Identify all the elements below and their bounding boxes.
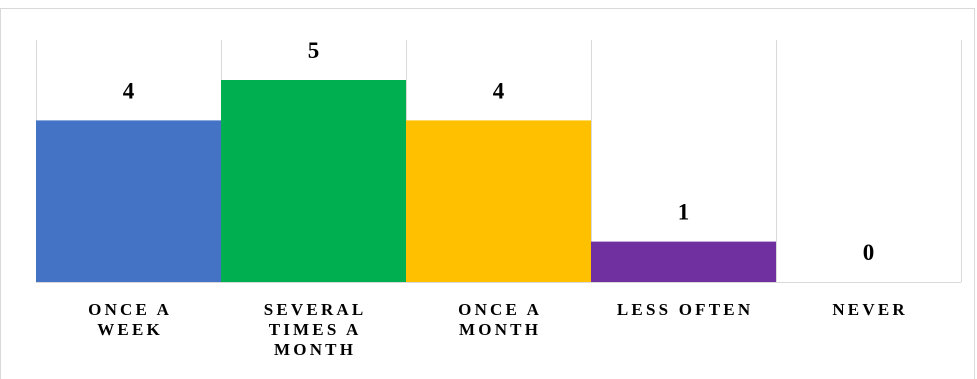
- category-label-once-a-week: ONCE A WEEK: [88, 300, 172, 339]
- value-label-once-a-month: 4: [493, 78, 505, 103]
- category-label-line: ONCE A: [88, 300, 172, 319]
- category-label-line: SEVERAL: [264, 300, 367, 319]
- value-labels: 4 5 4 1 0: [123, 38, 875, 265]
- value-label-several-times-a-month: 5: [308, 38, 320, 63]
- category-label-line: LESS OFTEN: [617, 300, 753, 319]
- chart-frame: [0, 8, 975, 379]
- category-label-line: ONCE A: [458, 300, 542, 319]
- value-label-never: 0: [863, 240, 875, 265]
- category-label-line: MONTH: [274, 340, 356, 359]
- category-label-once-a-month: ONCE A MONTH: [458, 300, 542, 339]
- value-label-once-a-week: 4: [123, 78, 135, 103]
- bar-several-times-a-month: [221, 80, 406, 282]
- category-label-line: MONTH: [459, 320, 541, 339]
- category-label-line: WEEK: [97, 320, 163, 339]
- category-label-line: TIMES A: [269, 320, 362, 339]
- bar-less-often: [591, 241, 776, 282]
- category-label-several-times-a-month: SEVERAL TIMES A MONTH: [264, 300, 367, 359]
- category-label-less-often: LESS OFTEN: [617, 300, 753, 319]
- bar-once-a-month: [406, 120, 591, 283]
- bars: [36, 80, 776, 283]
- category-label-never: NEVER: [832, 300, 908, 319]
- bar-once-a-week: [36, 120, 221, 283]
- value-label-less-often: 1: [678, 200, 690, 225]
- category-label-line: NEVER: [832, 300, 908, 319]
